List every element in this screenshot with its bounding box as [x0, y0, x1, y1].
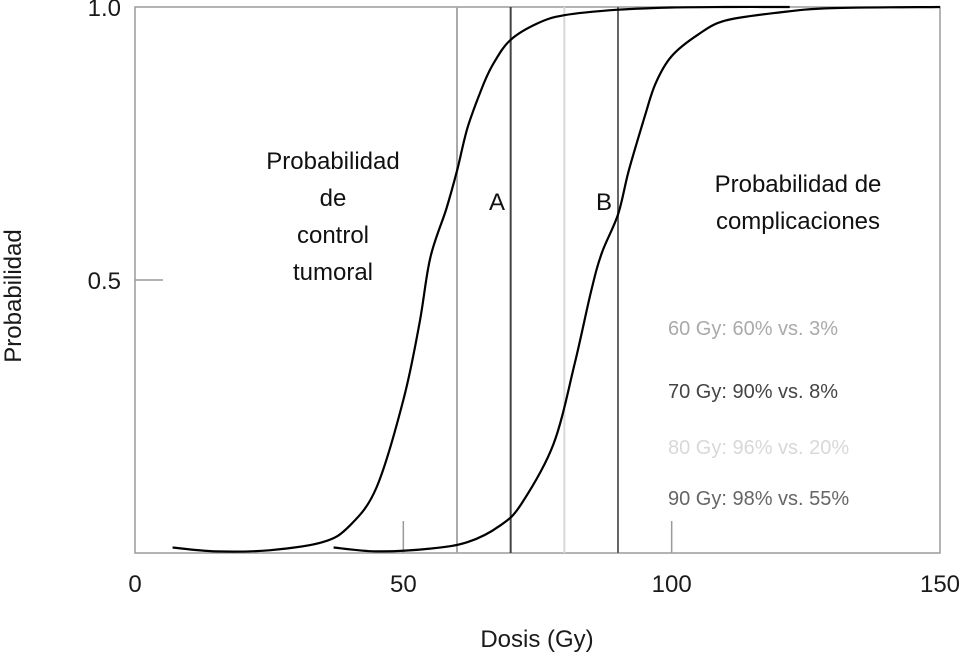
y-tick-label: 1.0 [88, 0, 121, 22]
tumor-control-annotation: Probabilidad de control tumoral [266, 148, 399, 286]
curve-a-label: A [489, 189, 505, 216]
tumor-control-line-4: tumoral [293, 259, 373, 286]
x-tick-label: 0 [128, 571, 141, 598]
tumor-control-line-2: de [320, 185, 347, 212]
x-tick-label: 50 [390, 571, 417, 598]
dose-legend-90: 90 Gy: 98% vs. 55% [668, 488, 849, 510]
dose-legend-70: 70 Gy: 90% vs. 8% [668, 381, 838, 403]
series-curve-b [333, 5, 941, 553]
plot-frame [134, 6, 941, 554]
x-tick-label: 100 [652, 571, 692, 598]
tumor-control-line-3: control [297, 222, 369, 249]
y-tick-label: 0.5 [88, 268, 121, 295]
complications-line-1: Probabilidad de [715, 171, 882, 198]
series-curve-a [172, 5, 790, 553]
tumor-control-line-1: Probabilidad [266, 148, 399, 175]
y-axis-ticks: 0.5 1.0 [88, 0, 163, 295]
dose-lines [456, 7, 619, 553]
x-axis-ticks: 0 50 100 150 [128, 521, 960, 598]
x-axis-label: Dosis (Gy) [480, 626, 593, 653]
series-lines [172, 5, 941, 553]
y-axis-label: Probabilidad [0, 229, 27, 362]
complications-annotation: Probabilidad de complicaciones [715, 171, 882, 235]
dose-legend-80: 80 Gy: 96% vs. 20% [668, 437, 849, 459]
dose-legend: 60 Gy: 60% vs. 3% 70 Gy: 90% vs. 8% 80 G… [668, 318, 849, 510]
curve-b-label: B [596, 189, 612, 216]
x-tick-label: 150 [920, 571, 960, 598]
complications-line-2: complicaciones [716, 208, 880, 235]
dose-legend-60: 60 Gy: 60% vs. 3% [668, 318, 838, 340]
